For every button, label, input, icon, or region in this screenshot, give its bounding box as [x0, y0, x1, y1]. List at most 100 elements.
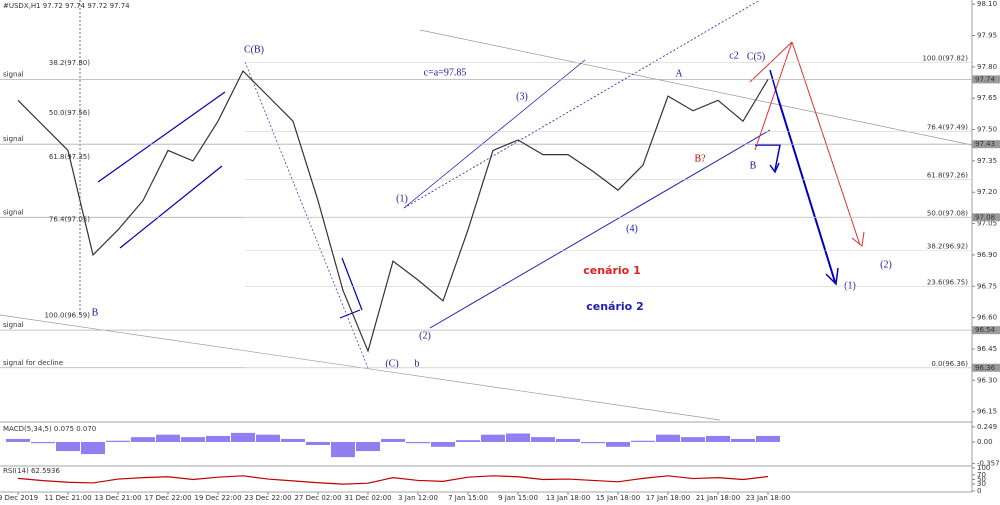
macd-bar — [331, 441, 355, 458]
macd-bar — [306, 441, 330, 445]
macd-bar — [231, 432, 255, 442]
level-name: signal — [3, 321, 24, 329]
y-tick-label: 98.10 — [977, 0, 997, 8]
wave-label: C(B) — [244, 44, 264, 55]
rsi-title: RSI(14) 62.5936 — [3, 467, 60, 475]
x-tick-label: 3 Jan 12:00 — [398, 494, 438, 502]
scenario-label: cenário 2 — [586, 300, 643, 313]
y-tick-label: 100 — [977, 464, 990, 472]
level-name: signal — [3, 208, 24, 216]
x-tick-label: 11 Dec 21:00 — [44, 494, 91, 502]
wave-label: (1) — [396, 193, 408, 204]
fib-label: 76.4(97.05) — [49, 216, 90, 224]
level-value: 96.54 — [975, 326, 996, 334]
y-tick-label: 97.35 — [977, 157, 997, 165]
y-tick-label: 96.15 — [977, 408, 997, 416]
x-tick-label: 13 Dec 21:00 — [94, 494, 141, 502]
macd-bar — [631, 440, 655, 442]
macd-bar — [356, 441, 380, 452]
x-tick-label: 27 Dec 02:00 — [294, 494, 341, 502]
macd-bar — [256, 434, 280, 442]
wave-label: b — [415, 358, 420, 369]
wave-label: C(5) — [747, 51, 765, 62]
scenario-label: cenário 1 — [583, 264, 640, 277]
level-name: signal for decline — [3, 359, 63, 367]
y-tick-label: 96.90 — [977, 251, 997, 259]
wave-label: B? — [694, 153, 706, 164]
x-tick-label: 9 Jan 15:00 — [498, 494, 538, 502]
wave-label: (4) — [626, 223, 638, 234]
macd-bar — [106, 440, 130, 442]
wave-label: B — [92, 307, 99, 318]
macd-bar — [506, 433, 530, 442]
macd-bar — [681, 437, 705, 442]
y-tick-label: 96.45 — [977, 345, 997, 353]
y-tick-label: 97.65 — [977, 94, 997, 102]
macd-bar — [456, 440, 480, 442]
level-box — [972, 363, 1000, 372]
macd-bar — [81, 441, 105, 455]
macd-bar — [56, 441, 80, 452]
y-tick-label: 96.30 — [977, 376, 997, 384]
y-tick-label: 97.50 — [977, 126, 997, 134]
wave-label: (2) — [419, 330, 431, 341]
macd-bar — [481, 434, 505, 442]
x-tick-label: 7 Jan 15:00 — [448, 494, 488, 502]
x-tick-label: 23 Jan 18:00 — [746, 494, 790, 502]
macd-bar — [406, 441, 430, 444]
y-tick-label: 96.60 — [977, 314, 997, 322]
annotations: C(B) c=a=97.85 (3) Ac2 C(5) B? B (1) (4) (2) (C) b B… — [92, 44, 892, 369]
fib-label: 50.0(97.56) — [49, 109, 90, 117]
y-tick-label: 50 — [977, 476, 986, 484]
fib-label: 0.0(96.36) — [931, 360, 968, 368]
level-box — [972, 326, 1000, 335]
y-tick-label: 96.75 — [977, 282, 997, 290]
wave-label: (3) — [516, 91, 528, 102]
level-value: 97.43 — [975, 140, 995, 148]
price-line — [17, 70, 769, 353]
macd-bar — [731, 438, 755, 442]
macd-bar — [556, 438, 580, 442]
macd-bar — [656, 434, 680, 442]
fib-label: 100.0(96.59) — [44, 312, 90, 320]
level-box — [972, 213, 1000, 222]
x-tick-label: 13 Jan 18:00 — [546, 494, 590, 502]
wave-label: c2 — [729, 50, 738, 61]
fib-label: 50.0(97.08) — [927, 209, 968, 217]
macd-bar — [131, 437, 155, 442]
y-tick-label: 0 — [977, 487, 981, 495]
fib-label: 61.8(97.26) — [927, 172, 968, 180]
y-tick-label: 0.249 — [977, 423, 997, 431]
chart-title: #USDX,H1 97.72 97.74 97.72 97.74 — [3, 2, 130, 10]
macd-bar — [581, 441, 605, 444]
level-name: signal — [3, 135, 24, 143]
y-tick-label: 97.05 — [977, 220, 997, 228]
macd-bar — [181, 437, 205, 442]
x-tick-label: 31 Dec 02:00 — [344, 494, 391, 502]
level-value: 97.08 — [975, 213, 995, 221]
macd-bar — [281, 438, 305, 442]
level-box — [972, 75, 1000, 84]
y-tick-label: 0.00 — [977, 438, 993, 446]
y-tick-label: 97.95 — [977, 32, 997, 40]
wave-label: (C) — [385, 358, 398, 369]
y-tick-label: 97.20 — [977, 188, 997, 196]
wave-label: (2) — [880, 259, 892, 270]
fib-label: 100.0(97.82) — [922, 55, 968, 63]
macd-title: MACD(5,34,5) 0.075 0.070 — [3, 425, 96, 433]
x-tick-label: 17 Dec 22:00 — [144, 494, 191, 502]
wave-label: B — [750, 160, 757, 171]
macd-bar — [31, 441, 55, 444]
x-tick-label: 19 Dec 22:00 — [194, 494, 241, 502]
x-tick-label: 15 Jan 18:00 — [596, 494, 640, 502]
macd-bar — [381, 438, 405, 442]
macd-bar — [431, 441, 455, 447]
level-box — [972, 140, 1000, 149]
y-tick-label: 70 — [977, 471, 986, 479]
fib-label: 38.2(96.92) — [927, 243, 968, 251]
x-tick-label: 17 Jan 18:00 — [646, 494, 690, 502]
